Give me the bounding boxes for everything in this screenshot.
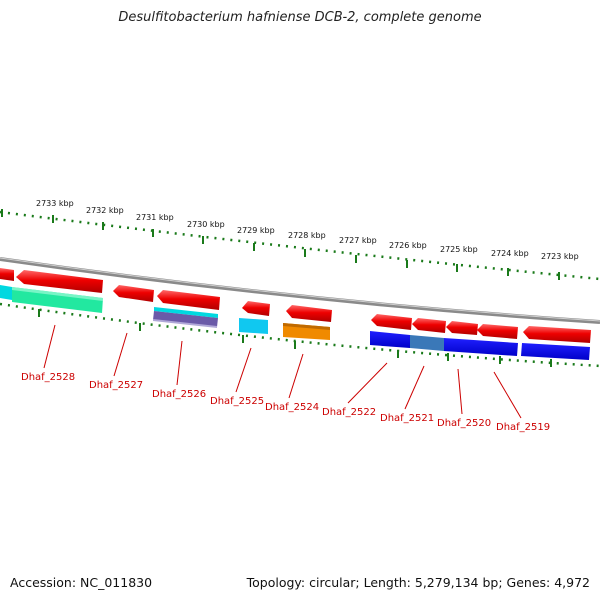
cds-arrow (113, 285, 154, 302)
kbp-label: 2730 kbp (187, 220, 225, 229)
domain-block (0, 285, 12, 300)
domain-block (154, 307, 218, 318)
cds-arrow (157, 290, 220, 310)
gene-label-dhaf-2521: Dhaf_2521 (380, 413, 434, 424)
gene-label-dhaf-2525: Dhaf_2525 (210, 396, 264, 407)
kbp-label: 2727 kbp (339, 236, 377, 245)
domain-features (0, 285, 590, 360)
gene-label-dhaf-2519: Dhaf_2519 (496, 422, 550, 433)
cds-arrow (286, 305, 332, 322)
kbp-label: 2724 kbp (491, 249, 529, 258)
kbp-label: 2733 kbp (36, 199, 74, 208)
kbp-labels: 2733 kbp 2732 kbp 2731 kbp 2730 kbp 2729… (36, 199, 579, 261)
map-title: Desulfitobacterium hafniense DCB-2, comp… (118, 10, 482, 25)
domain-block (153, 311, 218, 327)
outer-tick-row (0, 209, 600, 281)
domain-block (521, 343, 590, 360)
kbp-label: 2732 kbp (86, 206, 124, 215)
gene-label-dhaf-2520: Dhaf_2520 (437, 418, 491, 429)
domain-block (370, 331, 410, 348)
cds-arrow (523, 326, 591, 343)
accession-text: Accession: NC_011830 (10, 575, 153, 590)
genome-backbone (0, 257, 600, 324)
domain-block (12, 287, 103, 313)
cds-arrow (371, 314, 412, 330)
kbp-label: 2723 kbp (541, 252, 579, 261)
label-leaders (43, 324, 522, 419)
gene-label-dhaf-2528: Dhaf_2528 (21, 372, 75, 383)
kbp-label: 2725 kbp (440, 245, 478, 254)
cds-arrow (242, 301, 270, 316)
domain-block (444, 338, 518, 356)
cds-arrow (16, 270, 103, 293)
inner-tick-row (0, 302, 600, 368)
kbp-label: 2726 kbp (389, 241, 427, 250)
kbp-label: 2729 kbp (237, 226, 275, 235)
domain-block (239, 318, 268, 334)
kbp-label: 2728 kbp (288, 231, 326, 240)
cds-arrow (446, 321, 478, 335)
genome-summary-text: Topology: circular; Length: 5,279,134 bp… (246, 575, 590, 590)
gene-label-dhaf-2526: Dhaf_2526 (152, 389, 206, 400)
gene-label-dhaf-2524: Dhaf_2524 (265, 402, 319, 413)
gene-label-dhaf-2522: Dhaf_2522 (322, 407, 376, 418)
cds-features (0, 268, 591, 343)
domain-block (410, 335, 444, 351)
gene-label-dhaf-2527: Dhaf_2527 (89, 380, 143, 391)
cds-arrow (412, 318, 446, 333)
kbp-label: 2731 kbp (136, 213, 174, 222)
gene-labels: Dhaf_2528 Dhaf_2527 Dhaf_2526 Dhaf_2525 … (21, 372, 550, 433)
cds-arrow (477, 324, 518, 339)
cds-arrow (0, 268, 14, 281)
